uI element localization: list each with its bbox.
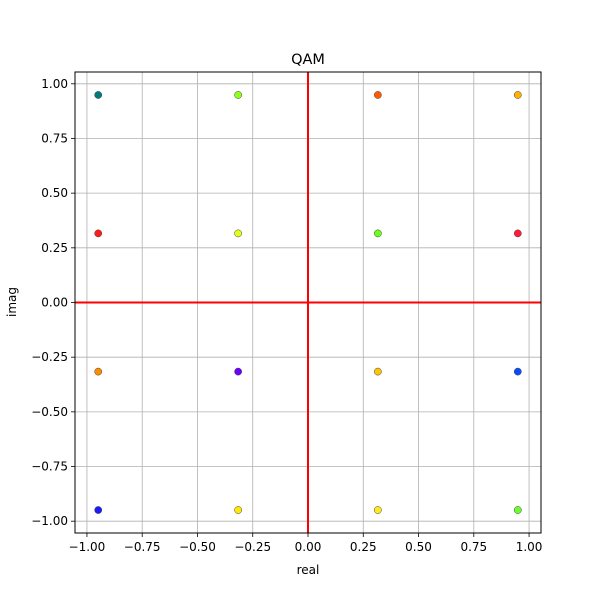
y-tick-label: −1.00 — [31, 514, 68, 528]
data-point — [374, 367, 382, 376]
x-tick-label: 0.50 — [405, 540, 432, 554]
y-tick-label: 0.00 — [41, 296, 68, 310]
x-axis-label: real — [297, 563, 320, 577]
y-tick-label: 0.75 — [41, 131, 68, 145]
y-axis-ticks: −1.00 −0.75 −0.50 −0.25 0.00 0.25 0.50 0.75 1.00 — [31, 77, 75, 528]
data-point — [234, 229, 242, 238]
data-point — [374, 506, 382, 514]
x-tick-label: −0.25 — [234, 540, 271, 554]
data-point — [513, 229, 522, 238]
y-tick-label: 0.50 — [41, 186, 68, 200]
data-point — [513, 506, 522, 514]
x-axis-ticks: −1.00 −0.75 −0.50 −0.25 0.00 0.25 0.50 0.75 1.00 — [69, 533, 543, 554]
data-point — [234, 91, 242, 99]
x-tick-label: −0.75 — [124, 540, 161, 554]
y-tick-label: −0.25 — [31, 350, 68, 364]
data-point — [94, 229, 103, 238]
data-point — [234, 506, 242, 514]
data-point — [94, 506, 103, 514]
x-tick-label: 0.00 — [295, 540, 322, 554]
y-tick-label: 1.00 — [41, 77, 68, 91]
y-axis-label: imag — [5, 287, 19, 317]
reference-lines — [75, 72, 541, 533]
data-point — [94, 367, 103, 376]
y-tick-label: −0.50 — [31, 405, 68, 419]
data-point — [374, 229, 382, 238]
data-point — [234, 367, 242, 376]
x-tick-label: −1.00 — [69, 540, 106, 554]
data-points — [94, 91, 522, 514]
y-tick-label: 0.25 — [41, 241, 68, 255]
data-point — [513, 91, 522, 99]
chart-title: QAM — [291, 52, 325, 68]
data-point — [374, 91, 382, 99]
x-tick-label: 1.00 — [516, 540, 543, 554]
x-tick-label: 0.25 — [350, 540, 377, 554]
data-point — [513, 367, 522, 376]
data-point — [94, 91, 103, 99]
x-tick-label: 0.75 — [460, 540, 487, 554]
x-tick-label: −0.50 — [179, 540, 216, 554]
y-tick-label: −0.75 — [31, 460, 68, 474]
